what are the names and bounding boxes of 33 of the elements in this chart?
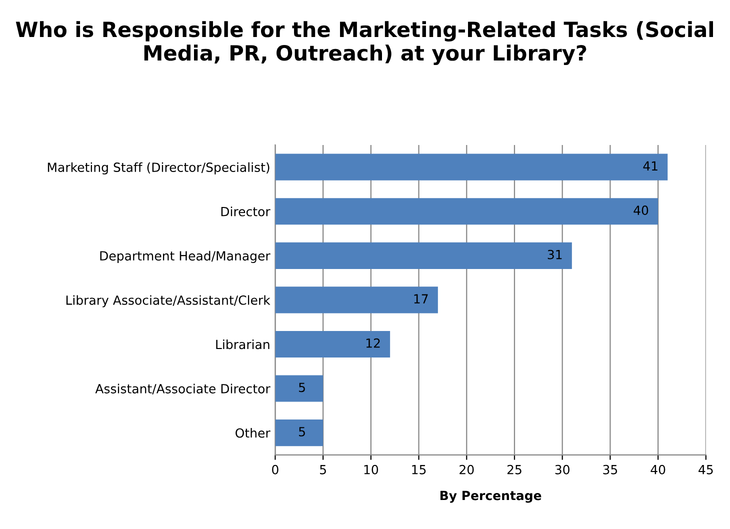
x-tick-label: 10 xyxy=(364,464,378,474)
data-label: 40 xyxy=(634,206,648,215)
data-label: 5 xyxy=(299,382,305,392)
y-tick-label: Other xyxy=(236,428,270,438)
x-axis-title: By Percentage xyxy=(440,490,542,503)
x-tick-label: 35 xyxy=(603,464,618,474)
x-tick-label: 30 xyxy=(555,464,570,474)
bar xyxy=(275,286,438,314)
data-label: 31 xyxy=(548,250,562,260)
bar xyxy=(275,420,324,446)
x-tick-label: 0 xyxy=(272,464,278,474)
data-label: 41 xyxy=(643,161,658,171)
x-tick-label: 40 xyxy=(650,464,666,474)
y-tick-label: Director xyxy=(221,206,270,216)
bar xyxy=(275,154,668,180)
y-tick-label: Department Head/Manager xyxy=(100,250,270,264)
x-tick-label: 45 xyxy=(698,465,713,474)
bar xyxy=(275,330,390,358)
bar xyxy=(275,375,324,402)
chart-title: Who is Responsible for the Marketing-Related Tasks (Social Media, PR, Outreach) at your Library? xyxy=(16,21,714,65)
y-tick-label: Assistant/Associate Director xyxy=(95,384,270,394)
y-tick-label: Library Associate/Assistant/Clerk xyxy=(66,295,270,308)
data-label: 12 xyxy=(366,338,380,348)
x-tick-label: 5 xyxy=(320,465,326,474)
bar xyxy=(275,242,572,269)
y-tick-label: Librarian xyxy=(216,339,270,350)
y-tick-label: Marketing Staff (Director/Specialist) xyxy=(48,162,270,174)
data-label: 5 xyxy=(299,427,305,436)
data-label: 17 xyxy=(414,294,428,304)
x-tick-label: 15 xyxy=(412,465,426,474)
x-tick-label: 20 xyxy=(460,464,474,474)
bar xyxy=(275,198,658,225)
x-tick-label: 25 xyxy=(507,464,522,474)
